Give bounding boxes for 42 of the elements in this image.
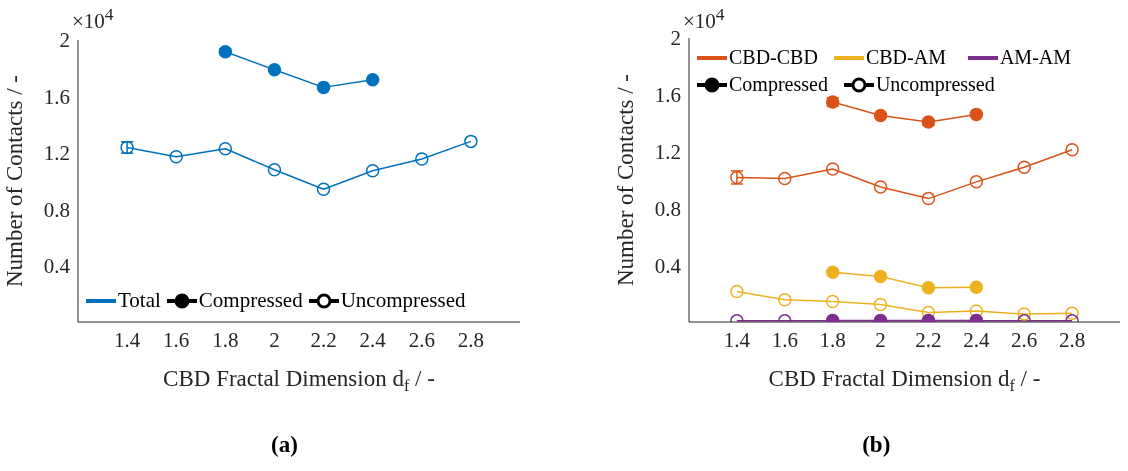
x-tick-label: 1.8 — [819, 327, 846, 352]
text: ×10$^{4}$ — [683, 4, 725, 33]
y-tick-label: 1.6 — [654, 83, 681, 108]
annotation: Compressed — [729, 73, 828, 96]
x-tick-label: 2.6 — [408, 327, 435, 352]
x-tick-label: 1.8 — [212, 327, 239, 352]
x-tick-label: 2.8 — [457, 327, 485, 352]
x-tick-label: 2.4 — [963, 327, 990, 352]
y-tick-label: 0.8 — [43, 197, 70, 222]
x-axis-title: CBD Fractal Dimension d$_{f}$ / - — [163, 366, 435, 394]
x-tick-label: 2.6 — [1011, 327, 1038, 352]
legend-label: CBD-CBD — [728, 46, 818, 69]
x-tick-label: 2 — [875, 327, 886, 352]
x-tick-label: 2.4 — [359, 327, 387, 352]
legend-label: CBD-AM — [864, 46, 947, 69]
x-tick-label: 1.6 — [771, 327, 798, 352]
annotation: Uncompressed — [340, 288, 466, 313]
legend-label: Total — [117, 288, 161, 313]
annotation: Compressed — [198, 288, 303, 313]
y-axis-title: Number of Contacts / - — [613, 73, 638, 287]
x-tick-label: 2.2 — [915, 327, 942, 352]
text: (b) — [862, 432, 891, 457]
y-tick-label: 0.4 — [43, 254, 71, 279]
y-tick-label: 0.4 — [654, 253, 682, 278]
x-tick-label: 2.8 — [1058, 327, 1086, 352]
y-tick-label: 1.2 — [654, 140, 681, 165]
y-tick-label: 0.8 — [654, 196, 681, 221]
x-tick-label: 1.6 — [163, 327, 190, 352]
legend-label: AM-AM — [998, 46, 1073, 69]
y-axis-title: Number of Contacts / - — [2, 74, 27, 288]
x-axis-title: CBD Fractal Dimension d$_{f}$ / - — [768, 366, 1041, 394]
annotation: Uncompressed — [875, 73, 995, 96]
y-tick-label: 1.2 — [43, 141, 70, 166]
y-tick-label: 2 — [670, 26, 681, 51]
y-tick-label: 2 — [59, 28, 70, 53]
x-tick-label: 1.4 — [113, 327, 141, 352]
x-tick-label: 2.2 — [310, 327, 337, 352]
x-tick-label: 1.4 — [723, 327, 751, 352]
text: (a) — [271, 432, 298, 457]
text: ×10$^{4}$ — [72, 4, 114, 33]
y-tick-label: 1.6 — [43, 84, 70, 109]
x-tick-label: 2 — [269, 327, 280, 352]
